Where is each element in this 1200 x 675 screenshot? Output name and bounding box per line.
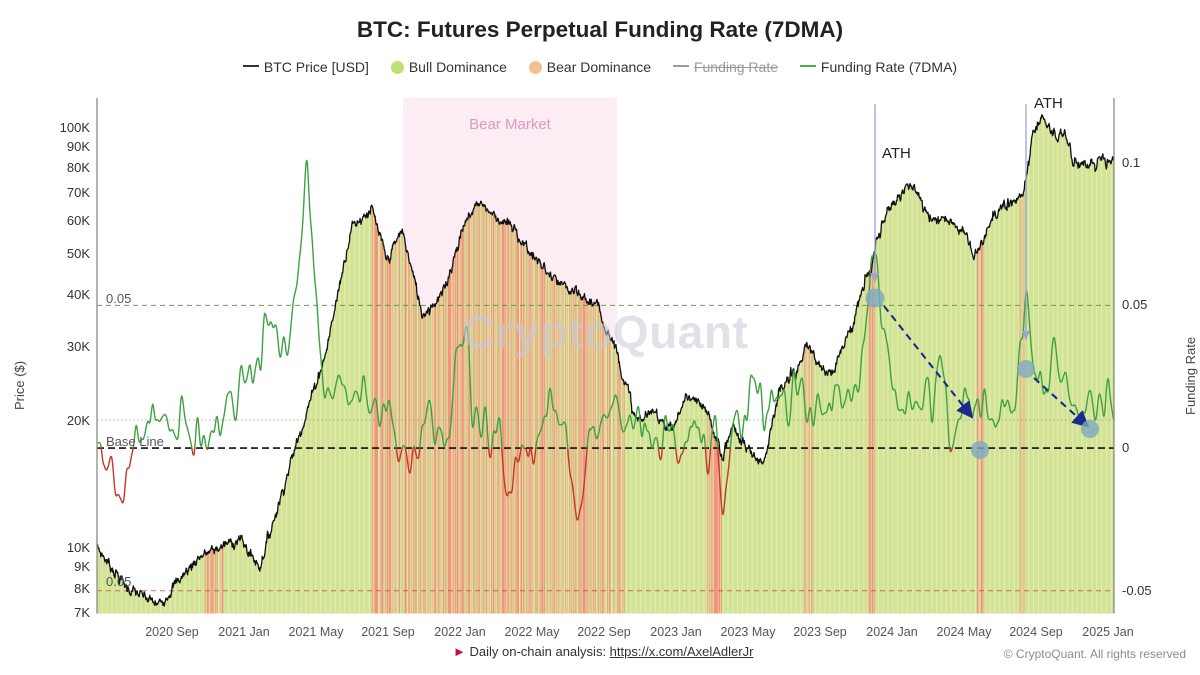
svg-text:Bear Market: Bear Market [469, 116, 552, 133]
svg-text:ATH: ATH [882, 145, 911, 162]
svg-text:ATH: ATH [1034, 95, 1063, 112]
